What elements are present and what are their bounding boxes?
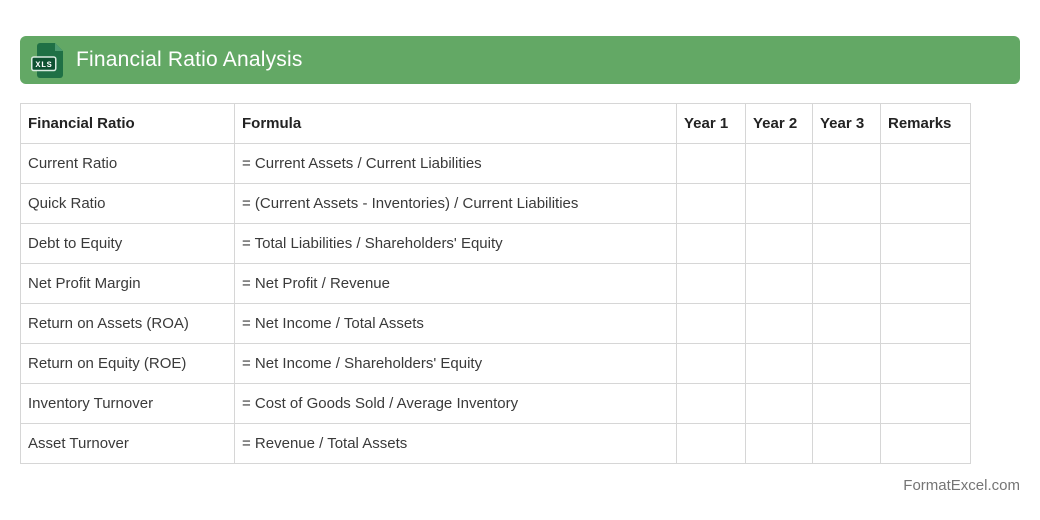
column-header-year3: Year 3 xyxy=(812,103,881,144)
year1-cell[interactable] xyxy=(676,343,746,384)
table-row: Return on Equity (ROE) = Net Income / Sh… xyxy=(20,343,971,384)
table-row: Debt to Equity = Total Liabilities / Sha… xyxy=(20,223,971,264)
table-row: Inventory Turnover = Cost of Goods Sold … xyxy=(20,383,971,424)
formula-cell: = Revenue / Total Assets xyxy=(234,423,677,464)
year1-cell[interactable] xyxy=(676,303,746,344)
page-title: Financial Ratio Analysis xyxy=(76,48,303,71)
year3-cell[interactable] xyxy=(812,183,881,224)
table-row: Net Profit Margin = Net Profit / Revenue xyxy=(20,263,971,304)
table-row: Current Ratio = Current Assets / Current… xyxy=(20,143,971,184)
table-row: Quick Ratio = (Current Assets - Inventor… xyxy=(20,183,971,224)
ratio-cell: Return on Assets (ROA) xyxy=(20,303,235,344)
table-row: Asset Turnover = Revenue / Total Assets xyxy=(20,423,971,464)
formula-cell: = Net Income / Shareholders' Equity xyxy=(234,343,677,384)
table-header-row: Financial Ratio Formula Year 1 Year 2 Ye… xyxy=(20,103,971,144)
year3-cell[interactable] xyxy=(812,383,881,424)
year1-cell[interactable] xyxy=(676,143,746,184)
year1-cell[interactable] xyxy=(676,263,746,304)
xls-icon-label: XLS xyxy=(35,60,52,70)
year3-cell[interactable] xyxy=(812,143,881,184)
remarks-cell[interactable] xyxy=(880,303,971,344)
year3-cell[interactable] xyxy=(812,423,881,464)
ratio-table: Financial Ratio Formula Year 1 Year 2 Ye… xyxy=(20,103,971,464)
year2-cell[interactable] xyxy=(745,183,813,224)
column-header-remarks: Remarks xyxy=(880,103,971,144)
ratio-cell: Asset Turnover xyxy=(20,423,235,464)
remarks-cell[interactable] xyxy=(880,143,971,184)
ratio-cell: Current Ratio xyxy=(20,143,235,184)
ratio-cell: Debt to Equity xyxy=(20,223,235,264)
year3-cell[interactable] xyxy=(812,223,881,264)
remarks-cell[interactable] xyxy=(880,223,971,264)
year1-cell[interactable] xyxy=(676,183,746,224)
ratio-cell: Quick Ratio xyxy=(20,183,235,224)
column-header-formula: Formula xyxy=(234,103,677,144)
year2-cell[interactable] xyxy=(745,423,813,464)
title-bar: XLS Financial Ratio Analysis xyxy=(20,36,1020,84)
column-header-year2: Year 2 xyxy=(745,103,813,144)
year2-cell[interactable] xyxy=(745,223,813,264)
xls-file-icon: XLS xyxy=(31,42,63,78)
ratio-cell: Inventory Turnover xyxy=(20,383,235,424)
formula-cell: = Total Liabilities / Shareholders' Equi… xyxy=(234,223,677,264)
ratio-cell: Return on Equity (ROE) xyxy=(20,343,235,384)
remarks-cell[interactable] xyxy=(880,343,971,384)
formula-cell: = Net Income / Total Assets xyxy=(234,303,677,344)
watermark-text: FormatExcel.com xyxy=(903,477,1020,494)
formula-cell: = Net Profit / Revenue xyxy=(234,263,677,304)
year2-cell[interactable] xyxy=(745,343,813,384)
year3-cell[interactable] xyxy=(812,343,881,384)
formula-cell: = (Current Assets - Inventories) / Curre… xyxy=(234,183,677,224)
remarks-cell[interactable] xyxy=(880,263,971,304)
formula-cell: = Cost of Goods Sold / Average Inventory xyxy=(234,383,677,424)
remarks-cell[interactable] xyxy=(880,183,971,224)
year2-cell[interactable] xyxy=(745,143,813,184)
table-row: Return on Assets (ROA) = Net Income / To… xyxy=(20,303,971,344)
year2-cell[interactable] xyxy=(745,383,813,424)
year2-cell[interactable] xyxy=(745,263,813,304)
year1-cell[interactable] xyxy=(676,383,746,424)
column-header-year1: Year 1 xyxy=(676,103,746,144)
year3-cell[interactable] xyxy=(812,263,881,304)
column-header-financial-ratio: Financial Ratio xyxy=(20,103,235,144)
formula-cell: = Current Assets / Current Liabilities xyxy=(234,143,677,184)
remarks-cell[interactable] xyxy=(880,423,971,464)
ratio-cell: Net Profit Margin xyxy=(20,263,235,304)
year3-cell[interactable] xyxy=(812,303,881,344)
year2-cell[interactable] xyxy=(745,303,813,344)
year1-cell[interactable] xyxy=(676,423,746,464)
remarks-cell[interactable] xyxy=(880,383,971,424)
year1-cell[interactable] xyxy=(676,223,746,264)
